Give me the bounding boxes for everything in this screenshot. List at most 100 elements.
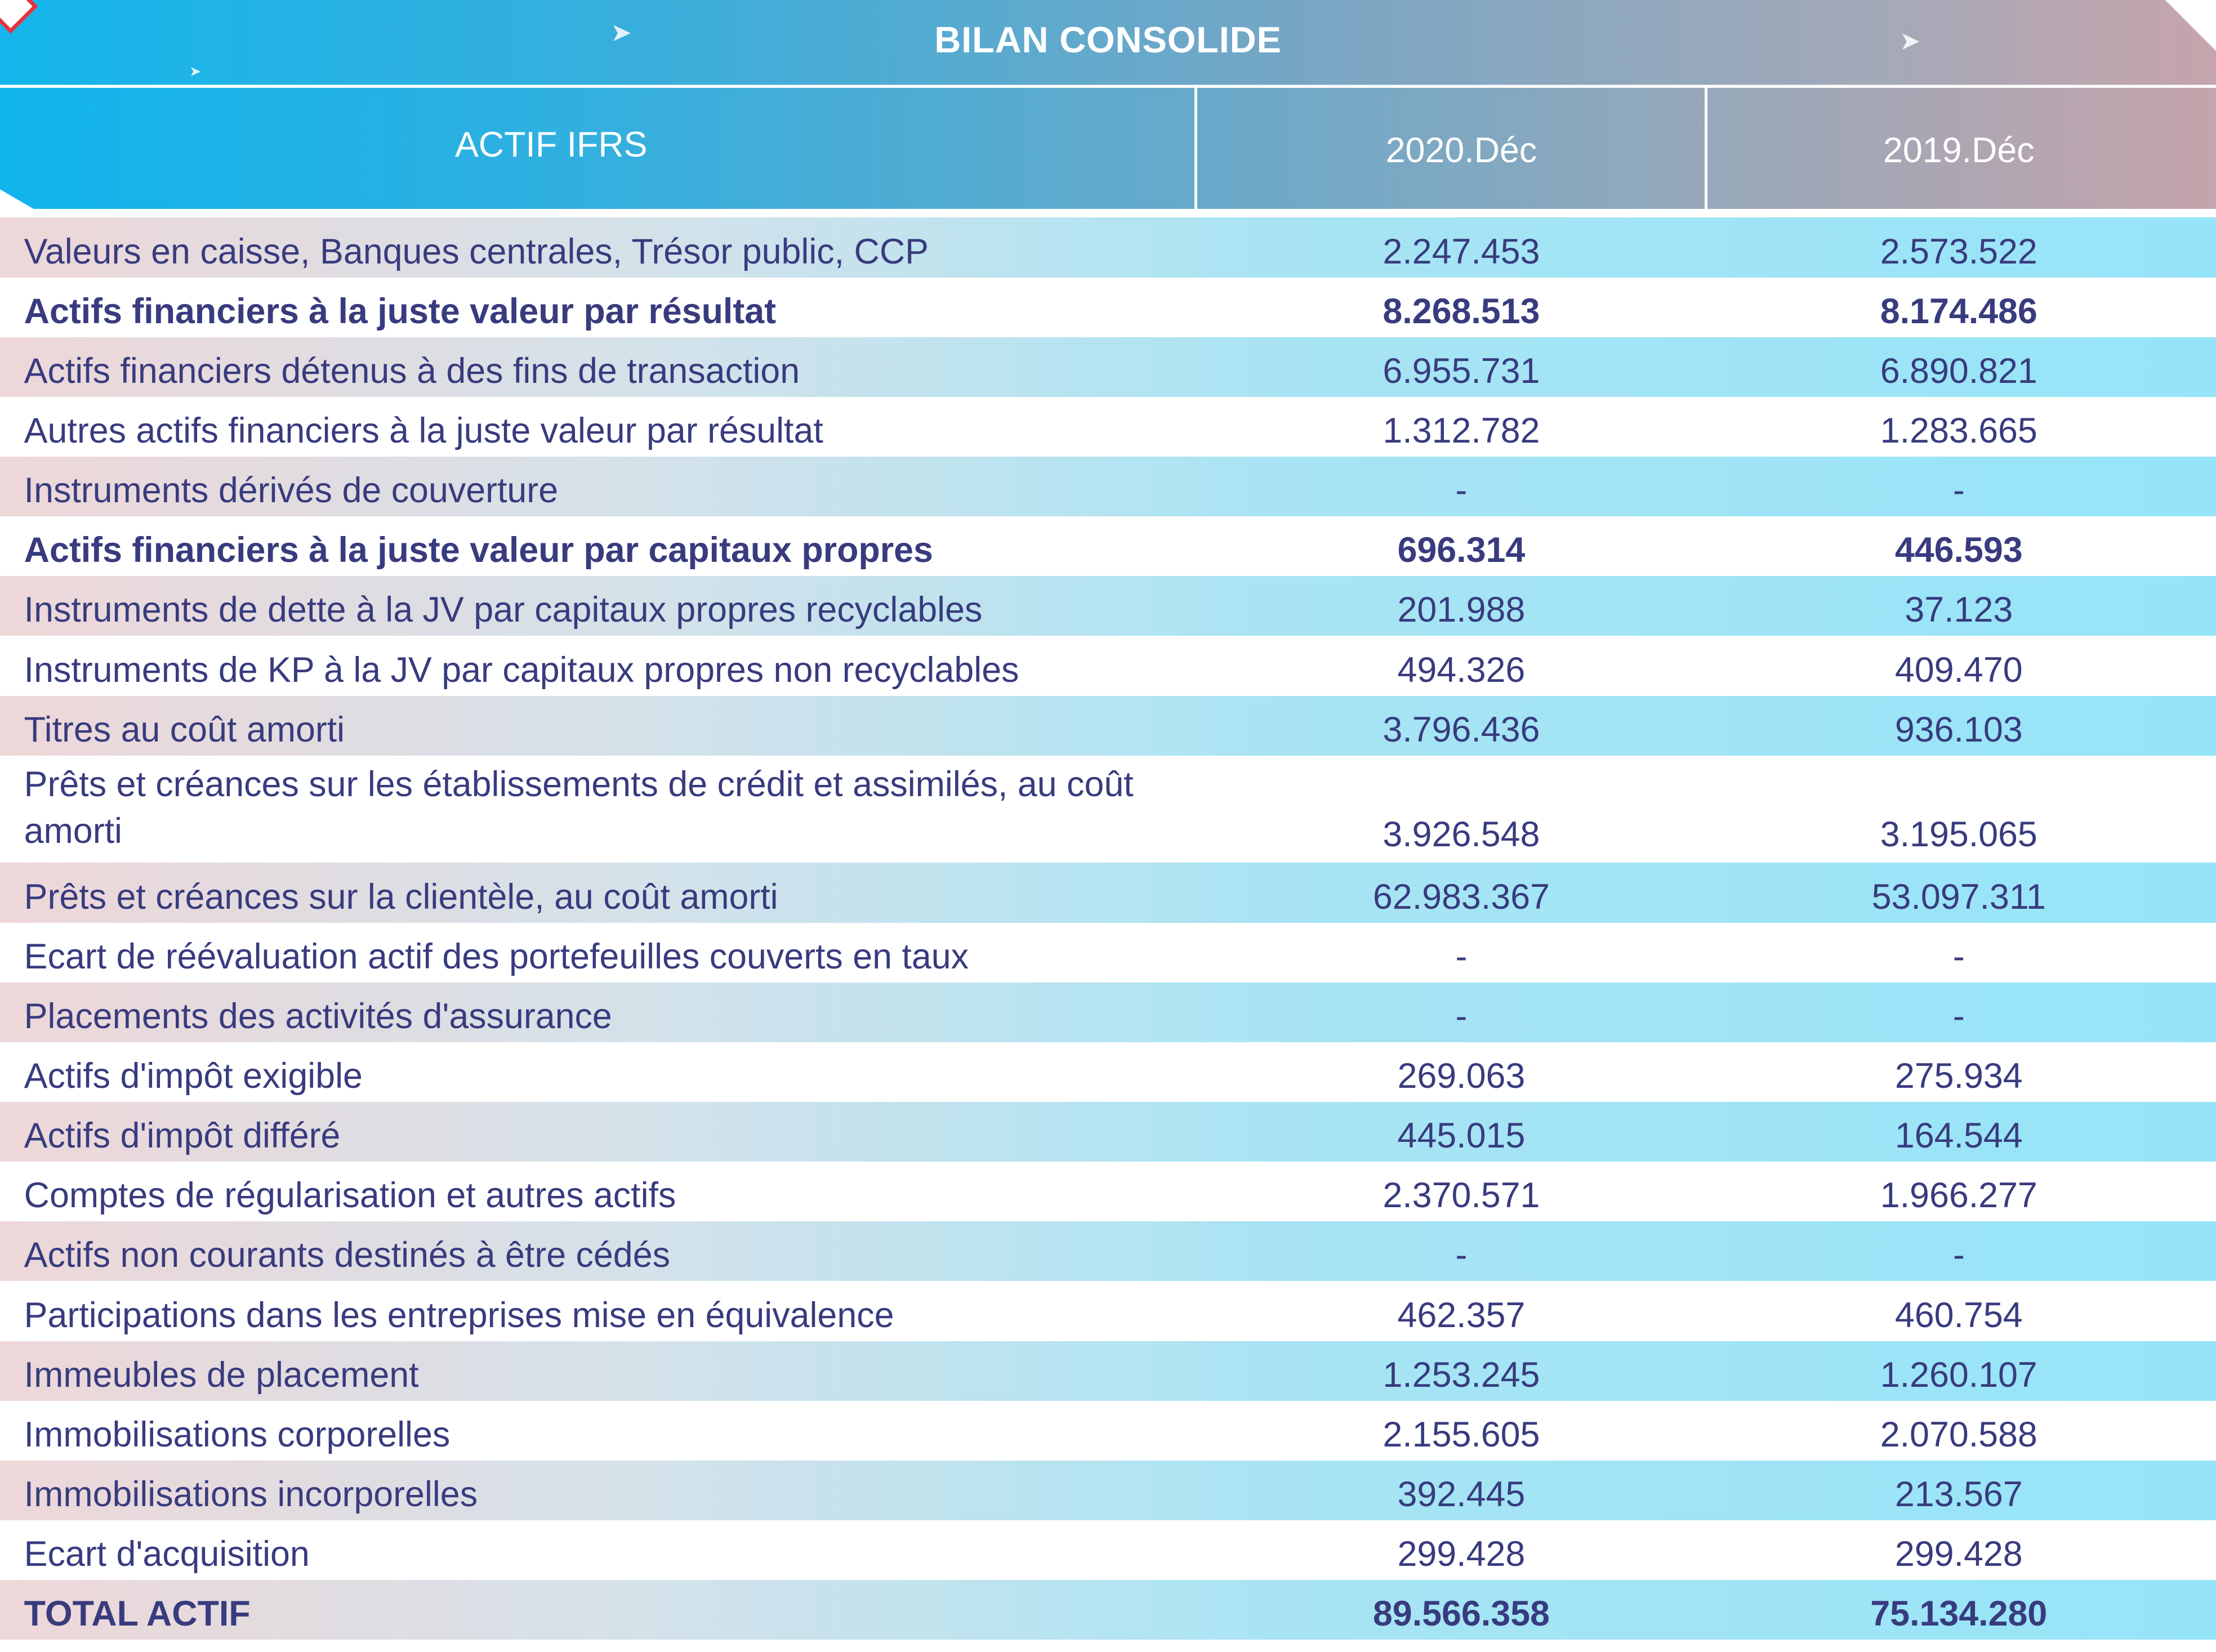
row-label: Participations dans les entreprises mise… [24, 1295, 894, 1335]
value-2020: - [1455, 996, 1468, 1036]
table-row: Instruments de KP à la JV par capitaux p… [0, 636, 2216, 695]
header-label: ACTIF IFRS [454, 124, 648, 164]
table-row: Instruments de dette à la JV par capitau… [0, 576, 2216, 636]
value-2020: 696.314 [1397, 530, 1526, 570]
row-label: Immobilisations incorporelles [24, 1474, 478, 1514]
chevron-right-icon: ➤ [610, 18, 632, 47]
row-label: Actifs financiers à la juste valeur par … [24, 291, 777, 331]
value-2020: 201.988 [1397, 590, 1526, 630]
value-2020: 462.357 [1397, 1295, 1526, 1335]
value-2019: - [1952, 471, 1965, 511]
row-label: Actifs d'impôt différé [24, 1116, 341, 1156]
table-row: Actifs financiers à la juste valeur par … [0, 278, 2216, 337]
value-2020: 62.983.367 [1372, 877, 1550, 917]
table-row: Immobilisations incorporelles 392.445 213.… [0, 1460, 2216, 1520]
table-row: Autres actifs financiers à la juste vale… [0, 397, 2216, 457]
value-2020: - [1455, 471, 1468, 511]
table-row: Instruments dérivés de couverture - - [0, 457, 2216, 517]
table-body: Valeurs en caisse, Banques centrales, Tr… [0, 217, 2216, 1640]
row-label: Placements des activités d'assurance [24, 996, 612, 1036]
value-2019: 1.966.277 [1880, 1176, 2037, 1216]
column-divider [1704, 87, 1707, 209]
header-col-2019: 2019.Déc [1883, 130, 2035, 170]
row-label: Titres au coût amorti [24, 709, 345, 749]
value-2020: 3.796.436 [1383, 709, 1540, 749]
row-label: Actifs d'impôt exigible [24, 1056, 363, 1096]
table-row: Actifs financiers à la juste valeur par … [0, 516, 2216, 576]
value-2020: 6.955.731 [1383, 351, 1540, 391]
value-2020: 269.063 [1397, 1056, 1526, 1096]
row-label: Prêts et créances sur la clientèle, au c… [24, 877, 778, 917]
row-label: Actifs non courants destinés à être cédé… [24, 1235, 670, 1275]
row-label: TOTAL ACTIF [24, 1594, 251, 1634]
value-2020: 2.247.453 [1383, 231, 1540, 271]
table-row: Ecart d'acquisition 299.428 299.428 [0, 1520, 2216, 1580]
table-row: Actifs financiers détenus à des fins de … [0, 337, 2216, 397]
table-row: Actifs d'impôt différé 445.015 164.544 [0, 1102, 2216, 1162]
value-2020: 2.370.571 [1383, 1176, 1540, 1216]
column-divider [1194, 87, 1197, 209]
value-2020: 8.268.513 [1383, 291, 1540, 331]
row-label: Ecart de réévaluation actif des portefeu… [24, 936, 969, 976]
value-2020: - [1455, 1235, 1468, 1275]
total-row: TOTAL ACTIF 89.566.358 75.134.280 [0, 1580, 2216, 1640]
row-label: Immeubles de placement [24, 1355, 419, 1395]
table-row: Immobilisations corporelles 2.155.605 2.07… [0, 1401, 2216, 1461]
table-header: ACTIF IFRS 2020.Déc 2019.Déc [0, 87, 2216, 209]
value-2020: 494.326 [1397, 650, 1526, 690]
row-label: Instruments de KP à la JV par capitaux p… [24, 650, 1019, 690]
value-2020: - [1455, 936, 1468, 976]
value-2019: 460.754 [1894, 1295, 2023, 1335]
value-2020: 89.566.358 [1372, 1594, 1550, 1634]
title-band: BILAN CONSOLIDE ➤ ➤ ➤ [0, 0, 2216, 85]
row-label: Autres actifs financiers à la juste vale… [24, 410, 823, 450]
row-label: Actifs financiers détenus à des fins de … [24, 351, 800, 391]
table-row: Participations dans les entreprises mise… [0, 1281, 2216, 1341]
value-2020: 445.015 [1397, 1116, 1526, 1156]
table-row: Prêts et créances sur les établissements… [0, 756, 2216, 863]
value-2020: 2.155.605 [1383, 1414, 1540, 1454]
table-row: Placements des activités d'assurance - - [0, 982, 2216, 1042]
row-label: Valeurs en caisse, Banques centrales, Tr… [24, 231, 929, 271]
value-2019: 2.573.522 [1880, 231, 2037, 271]
value-2019: 409.470 [1894, 650, 2023, 690]
row-label: Ecart d'acquisition [24, 1534, 310, 1574]
value-2019: 53.097.311 [1871, 877, 2046, 917]
value-2019: 37.123 [1905, 590, 2013, 630]
table-row: Actifs non courants destinés à être cédé… [0, 1221, 2216, 1282]
value-2019: 936.103 [1894, 709, 2023, 749]
value-2020: 299.428 [1397, 1534, 1526, 1574]
value-2019: 8.174.486 [1880, 291, 2037, 331]
value-2019: 299.428 [1894, 1534, 2023, 1574]
value-2019: 164.544 [1894, 1116, 2023, 1156]
chevron-right-icon: ➤ [1899, 26, 1921, 56]
value-2019: - [1952, 936, 1965, 976]
row-label: Comptes de régularisation et autres acti… [24, 1176, 676, 1216]
table-row: Titres au coût amorti 3.796.436 936.103 [0, 695, 2216, 756]
table-row: Actifs d'impôt exigible 269.063 275.934 [0, 1042, 2216, 1102]
value-2019: 275.934 [1894, 1056, 2023, 1096]
row-label: Actifs financiers à la juste valeur par … [24, 530, 933, 570]
value-2020: 1.253.245 [1383, 1355, 1540, 1395]
value-2019: 75.134.280 [1870, 1594, 2048, 1634]
table-row: Immeubles de placement 1.253.245 1.260.107 [0, 1341, 2216, 1401]
value-2019: 6.890.821 [1880, 351, 2037, 391]
value-2019: 1.283.665 [1880, 410, 2037, 450]
row-label: Prêts et créances sur les établissements… [24, 764, 1134, 851]
value-2020: 1.312.782 [1383, 410, 1540, 450]
value-2020: 392.445 [1397, 1474, 1526, 1514]
value-2019: - [1952, 1235, 1965, 1275]
page-title: BILAN CONSOLIDE [934, 19, 1282, 60]
row-label: Immobilisations corporelles [24, 1414, 451, 1454]
header-col-2020: 2020.Déc [1385, 130, 1537, 170]
divider [0, 84, 2216, 88]
table-row: Ecart de réévaluation actif des portefeu… [0, 923, 2216, 983]
table-row: Valeurs en caisse, Banques centrales, Tr… [0, 217, 2216, 278]
value-2019: 3.195.065 [1880, 815, 2037, 855]
value-2019: - [1952, 996, 1965, 1036]
table-row: Prêts et créances sur la clientèle, au c… [0, 863, 2216, 923]
row-label: Instruments dérivés de couverture [24, 471, 559, 511]
table-row: Comptes de régularisation et autres acti… [0, 1162, 2216, 1221]
row-label: Instruments de dette à la JV par capitau… [24, 590, 983, 630]
